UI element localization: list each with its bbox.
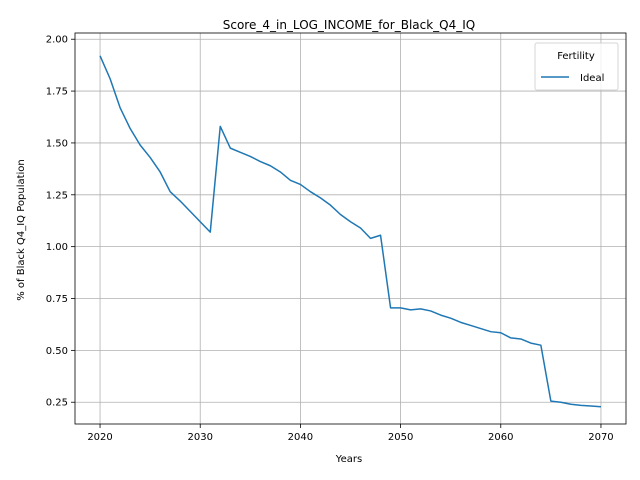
data-point bbox=[460, 322, 461, 323]
data-point bbox=[300, 184, 301, 185]
data-point bbox=[370, 238, 371, 239]
x-tick-label: 2070 bbox=[588, 432, 613, 443]
data-point bbox=[220, 126, 221, 127]
x-tick-label: 2050 bbox=[388, 432, 413, 443]
x-axis: 2020 2030 2040 2050 2060 2070 bbox=[87, 424, 614, 443]
legend-label-ideal: Ideal bbox=[580, 73, 604, 84]
data-point bbox=[590, 405, 591, 406]
data-point bbox=[410, 309, 411, 310]
legend-title: Fertility bbox=[557, 51, 595, 62]
data-point bbox=[550, 401, 551, 402]
data-point bbox=[600, 406, 601, 407]
data-point bbox=[150, 157, 151, 158]
data-point bbox=[520, 338, 521, 339]
data-point bbox=[260, 161, 261, 162]
data-point bbox=[490, 331, 491, 332]
chart-title: Score_4_in_LOG_INCOME_for_Black_Q4_IQ bbox=[223, 18, 476, 32]
series-line-ideal bbox=[99, 55, 602, 408]
data-point bbox=[450, 318, 451, 319]
data-point bbox=[210, 232, 211, 233]
data-point bbox=[270, 165, 271, 166]
data-point bbox=[290, 180, 291, 181]
data-point bbox=[330, 205, 331, 206]
y-tick-label: 0.25 bbox=[46, 398, 68, 409]
data-point bbox=[130, 128, 131, 129]
data-point bbox=[99, 55, 100, 56]
data-point bbox=[580, 405, 581, 406]
data-point bbox=[420, 308, 421, 309]
data-point bbox=[230, 148, 231, 149]
data-point bbox=[320, 197, 321, 198]
data-point bbox=[380, 235, 381, 236]
y-tick-label: 1.25 bbox=[46, 190, 68, 201]
data-point bbox=[200, 221, 201, 222]
legend: Fertility Ideal bbox=[534, 42, 619, 91]
x-tick-label: 2030 bbox=[188, 432, 213, 443]
data-point bbox=[530, 343, 531, 344]
y-tick-label: 1.75 bbox=[46, 87, 68, 98]
data-point bbox=[390, 307, 391, 308]
y-tick-label: 0.50 bbox=[46, 346, 68, 357]
data-point bbox=[480, 328, 481, 329]
data-point bbox=[180, 200, 181, 201]
y-tick-label: 2.00 bbox=[46, 35, 68, 46]
data-point bbox=[560, 402, 561, 403]
data-point bbox=[170, 191, 171, 192]
data-point bbox=[160, 171, 161, 172]
data-point bbox=[500, 332, 501, 333]
x-tick-label: 2020 bbox=[87, 432, 112, 443]
grid bbox=[75, 33, 626, 424]
plot-frame bbox=[74, 32, 627, 425]
data-point bbox=[440, 315, 441, 316]
data-point bbox=[340, 214, 341, 215]
legend-box bbox=[534, 42, 619, 91]
series-layer bbox=[99, 55, 602, 408]
data-point bbox=[360, 227, 361, 228]
data-point bbox=[350, 221, 351, 222]
data-point bbox=[250, 156, 251, 157]
data-point bbox=[240, 152, 241, 153]
y-tick-label: 1.00 bbox=[46, 242, 68, 253]
data-point bbox=[540, 345, 541, 346]
data-point bbox=[400, 307, 401, 308]
data-point bbox=[430, 310, 431, 311]
y-tick-label: 1.50 bbox=[46, 138, 68, 149]
data-point bbox=[470, 325, 471, 326]
data-point bbox=[510, 337, 511, 338]
y-axis: 0.25 0.50 0.75 1.00 1.25 1.50 1.75 2.00 bbox=[46, 35, 75, 409]
data-point bbox=[119, 107, 120, 108]
y-tick-label: 0.75 bbox=[46, 294, 68, 305]
x-tick-label: 2060 bbox=[488, 432, 513, 443]
data-point bbox=[140, 144, 141, 145]
y-axis-label: % of Black Q4_IQ Population bbox=[16, 159, 27, 301]
data-point bbox=[570, 404, 571, 405]
x-axis-label: Years bbox=[335, 454, 362, 465]
data-point bbox=[109, 78, 110, 79]
data-point bbox=[280, 171, 281, 172]
data-point bbox=[190, 211, 191, 212]
data-point bbox=[310, 191, 311, 192]
x-tick-label: 2040 bbox=[288, 432, 313, 443]
